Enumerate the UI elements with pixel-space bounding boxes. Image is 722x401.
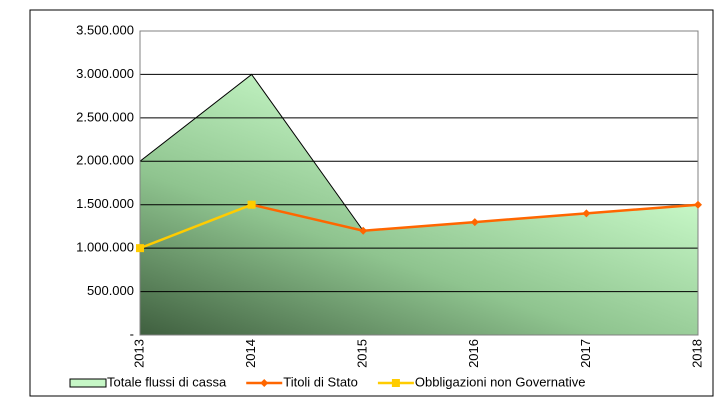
y-tick-label: 1.500.000 [76,196,134,211]
marker [470,218,479,227]
x-tick-label: 2017 [578,339,593,368]
marker [136,244,144,253]
legend-swatch [69,378,107,388]
line [139,203,253,250]
y-tick-label: 3.000.000 [76,66,134,81]
legend-label: Totale flussi di cassa [107,374,227,389]
y-tick-label: - [130,326,134,341]
y-tick-label: 3.500.000 [76,22,134,37]
marker [582,209,591,218]
legend-label: Obbligazioni non Governative [415,374,586,389]
x-tick-label: 2014 [243,339,258,368]
y-tick-label: 2.000.000 [76,153,134,168]
marker [694,200,702,209]
marker [359,226,368,235]
y-tick-label: 500.000 [87,283,134,298]
marker [247,200,256,209]
y-tick-label: 1.000.000 [76,240,134,255]
x-tick-label: 2013 [131,339,146,368]
plot-frame [139,30,699,336]
legend-marker [260,379,269,387]
legend-label: Titoli di Stato [283,374,358,389]
x-tick-label: 2015 [355,339,370,368]
x-tick-label: 2018 [689,339,704,368]
x-tick-label: 2016 [466,339,481,368]
y-tick-label: 2.500.000 [76,109,134,124]
legend-marker [391,379,400,387]
